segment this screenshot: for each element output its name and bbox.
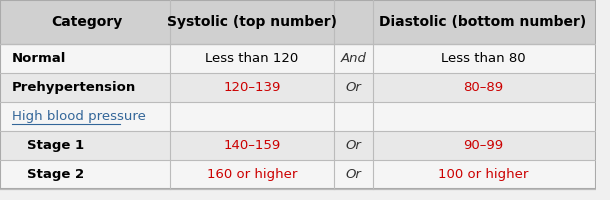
Bar [0, 102, 596, 131]
Bar [0, 160, 596, 189]
Bar [0, 73, 596, 102]
Text: Prehypertension: Prehypertension [12, 81, 136, 94]
Text: Diastolic (bottom number): Diastolic (bottom number) [379, 15, 587, 29]
Text: 140–159: 140–159 [223, 139, 281, 152]
Text: Stage 2: Stage 2 [27, 168, 84, 181]
Text: Systolic (top number): Systolic (top number) [167, 15, 337, 29]
Text: Normal: Normal [12, 52, 66, 65]
Text: Or: Or [345, 81, 361, 94]
Text: Less than 80: Less than 80 [440, 52, 525, 65]
Text: 80–89: 80–89 [463, 81, 503, 94]
Bar [0, 44, 596, 73]
Text: 90–99: 90–99 [463, 139, 503, 152]
Text: Less than 120: Less than 120 [206, 52, 298, 65]
Bar [0, 131, 596, 160]
Text: 120–139: 120–139 [223, 81, 281, 94]
Bar [0, 0, 596, 44]
Text: Or: Or [345, 139, 361, 152]
Text: Category: Category [51, 15, 122, 29]
Text: Stage 1: Stage 1 [27, 139, 84, 152]
Text: 160 or higher: 160 or higher [207, 168, 297, 181]
Text: 100 or higher: 100 or higher [438, 168, 528, 181]
Text: Or: Or [345, 168, 361, 181]
Text: High blood pressure: High blood pressure [12, 110, 146, 123]
Text: And: And [340, 52, 366, 65]
